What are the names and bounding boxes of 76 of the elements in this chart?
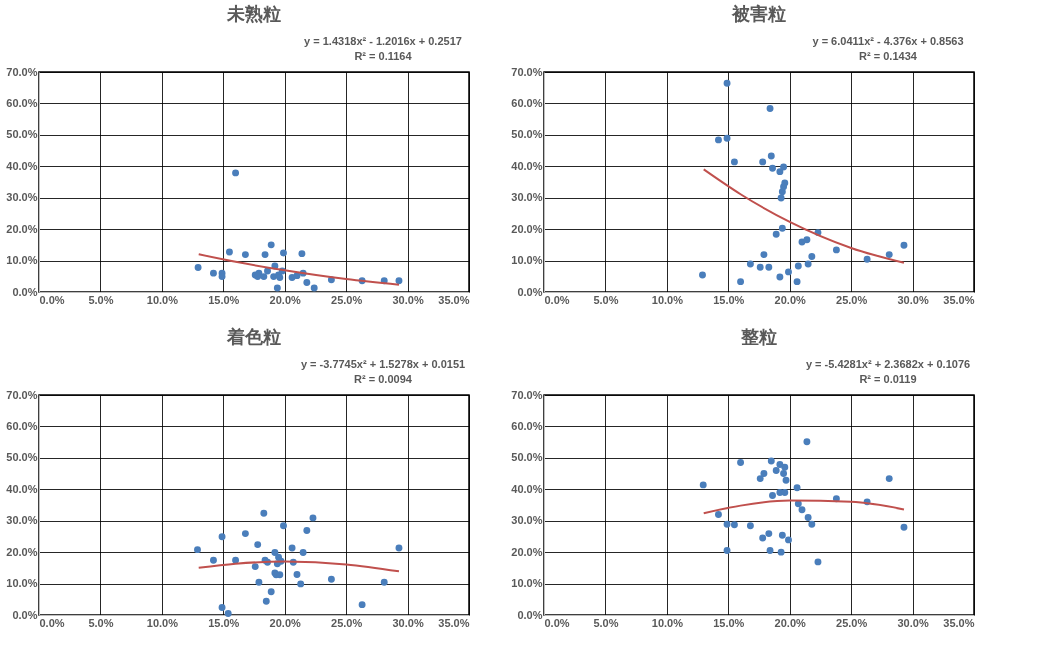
y-tick-label: 10.0% (6, 254, 38, 267)
y-tick-label: 0.0% (517, 285, 543, 298)
y-tick-label: 20.0% (511, 545, 543, 558)
text: R² = 0.1164 (354, 50, 413, 62)
x-tick-label: 25.0% (331, 293, 363, 306)
x-tick-label: 15.0% (713, 616, 745, 629)
y-tick-label: 40.0% (511, 159, 543, 172)
y-tick-label: 50.0% (6, 451, 38, 464)
y-tick-label: 60.0% (511, 419, 543, 432)
y-tick-label: 60.0% (6, 419, 38, 432)
y-tick-label: 0.0% (517, 608, 543, 621)
x-tick-label: 15.0% (208, 616, 240, 629)
text: y = 1.4318x² - 1.2016x + 0.2517 (304, 35, 462, 47)
x-tick-label: 10.0% (146, 616, 179, 629)
x-tick-label: 5.0% (88, 293, 114, 306)
y-tick-label: 30.0% (511, 514, 543, 527)
x-tick-label: 35.0% (943, 616, 975, 629)
x-tick-label: 15.0% (208, 293, 240, 306)
chart-title: 未熟粒 (226, 4, 281, 24)
y-tick-label: 40.0% (511, 482, 543, 495)
text: R² = 0.1434 (859, 50, 918, 62)
x-tick-label: 0.0% (39, 293, 65, 306)
y-tick-label: 70.0% (511, 388, 543, 401)
y-tick-label: 30.0% (511, 191, 543, 204)
x-tick-label: 35.0% (438, 293, 470, 306)
y-tick-label: 40.0% (6, 159, 38, 172)
x-tick-label: 20.0% (774, 616, 807, 629)
y-tick-label: 50.0% (6, 128, 38, 141)
x-tick-label: 30.0% (392, 616, 424, 629)
y-tick-label: 0.0% (12, 285, 38, 298)
y-tick-label: 30.0% (6, 191, 38, 204)
x-tick-label: 20.0% (269, 293, 302, 306)
x-tick-label: 30.0% (897, 293, 929, 306)
y-tick-label: 10.0% (511, 577, 543, 590)
y-tick-label: 20.0% (511, 222, 543, 235)
x-tick-label: 30.0% (897, 616, 929, 629)
x-tick-label: 0.0% (544, 616, 570, 629)
text: y = -5.4281x² + 2.3682x + 0.1076 (805, 358, 971, 370)
x-tick-label: 15.0% (713, 293, 745, 306)
x-tick-label: 10.0% (146, 293, 179, 306)
x-tick-label: 5.0% (593, 616, 619, 629)
y-tick-label: 60.0% (6, 96, 38, 109)
y-tick-label: 50.0% (511, 451, 543, 464)
x-tick-label: 0.0% (544, 293, 570, 306)
x-tick-label: 35.0% (943, 293, 975, 306)
y-tick-label: 50.0% (511, 128, 543, 141)
x-tick-label: 20.0% (774, 293, 807, 306)
x-tick-label: 35.0% (438, 616, 470, 629)
x-tick-label: 25.0% (331, 616, 363, 629)
x-tick-label: 10.0% (651, 616, 684, 629)
x-tick-label: 10.0% (651, 293, 684, 306)
chart-title: 整粒 (740, 327, 777, 347)
y-tick-label: 30.0% (6, 514, 38, 527)
chart-title: 着色粒 (226, 327, 281, 347)
y-tick-label: 70.0% (6, 388, 38, 401)
x-tick-label: 0.0% (39, 616, 65, 629)
y-tick-label: 70.0% (511, 65, 543, 78)
y-tick-label: 10.0% (6, 577, 38, 590)
y-tick-label: 10.0% (511, 254, 543, 267)
y-tick-label: 40.0% (6, 482, 38, 495)
x-tick-label: 5.0% (593, 293, 619, 306)
x-tick-label: 20.0% (269, 616, 302, 629)
y-tick-label: 0.0% (12, 608, 38, 621)
y-tick-label: 60.0% (511, 96, 543, 109)
y-tick-label: 70.0% (6, 65, 38, 78)
text: y = 6.0411x² - 4.376x + 0.8563 (812, 35, 964, 47)
x-tick-label: 25.0% (836, 293, 868, 306)
y-tick-label: 20.0% (6, 545, 38, 558)
chart-title: 被害粒 (731, 4, 786, 24)
text: R² = 0.0119 (859, 373, 917, 385)
x-tick-label: 5.0% (88, 616, 114, 629)
x-tick-label: 30.0% (392, 293, 424, 306)
y-tick-label: 20.0% (6, 222, 38, 235)
text: y = -3.7745x² + 1.5278x + 0.0151 (300, 358, 466, 370)
text: R² = 0.0094 (354, 373, 413, 385)
x-tick-label: 25.0% (836, 616, 868, 629)
